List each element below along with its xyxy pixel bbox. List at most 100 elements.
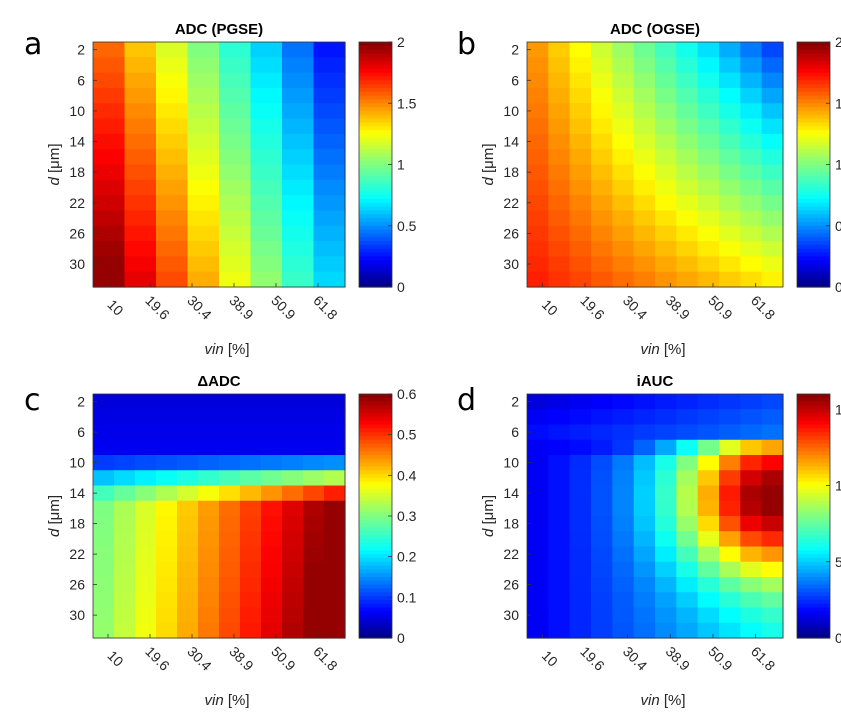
heatmap-cell [676,500,699,517]
heatmap-cell [740,57,763,74]
heatmap-cell [324,592,346,609]
heatmap-cell [114,592,136,609]
colorbar-segment [797,416,830,422]
heatmap-cell [324,424,346,441]
heatmap-cell [156,271,189,288]
heatmap-cell [250,271,283,288]
heatmap-cell [313,179,346,196]
heatmap-cell [591,409,613,426]
heatmap-cell [240,470,262,487]
heatmap-cell [591,103,613,120]
colorbar-segment [359,252,392,257]
heatmap-cell [93,592,115,609]
heatmap-cell [612,455,635,471]
heatmap-cell [591,256,613,273]
heatmap-cell [240,516,262,532]
heatmap-cell [219,271,252,288]
colorbar-segment [797,531,830,536]
colorbar-tick-label: 0 [397,630,405,646]
heatmap-cell [719,103,741,120]
heatmap-cell [697,439,720,456]
heatmap-cell [527,485,549,502]
colorbar-segment [359,615,392,620]
heatmap-cell [219,592,241,609]
colorbar-segment [359,504,392,509]
colorbar-tick-label: 0 [397,279,405,295]
heatmap-cell [655,42,677,58]
panel-letter: a [24,27,42,62]
heatmap-cell [114,577,136,593]
heatmap-cell [187,256,220,273]
colorbar-segment [797,218,830,223]
heatmap-cell [219,42,252,58]
heatmap-cell [676,118,699,135]
heatmap-cell [93,439,115,456]
heatmap-cell [697,103,720,120]
heatmap-cell [569,179,592,196]
y-axis-label: d [μm] [46,495,63,537]
heatmap-cell [569,72,592,89]
heatmap-cell [719,439,741,456]
colorbar-segment [359,241,392,246]
heatmap-cell [676,394,699,410]
heatmap-cell [219,256,252,273]
x-axis-label-var: vin [640,341,659,358]
colorbar-segment [359,603,392,609]
heatmap-cell [740,179,763,196]
colorbar-segment [797,424,830,429]
y-tick-label: 2 [77,394,85,410]
heatmap-cell [135,577,157,593]
heatmap-cell [761,164,784,181]
heatmap-cell [124,72,157,89]
heatmap-cell [740,256,763,273]
heatmap-cell [156,179,189,196]
colorbar-segment [797,577,830,582]
heatmap-cell [548,225,571,242]
colorbar-segment [797,275,830,280]
colorbar-segment [359,237,392,242]
heatmap-cell [240,409,262,426]
heatmap-cell [697,455,720,471]
heatmap-cell [114,531,136,548]
heatmap-cell [303,455,325,471]
heatmap-cell [303,439,325,456]
heatmap-cell [569,394,592,410]
heatmap-cell [697,210,720,227]
heatmap-cell [633,210,656,227]
colorbar-segment [359,153,392,158]
heatmap-cell [282,516,304,532]
colorbar-segment [359,76,392,81]
heatmap-cell [655,133,677,150]
x-axis-label-var: vin [640,692,659,709]
heatmap-cell [719,485,741,502]
colorbar-segment [359,53,392,58]
colorbar-segment [359,195,392,200]
colorbar-segment [797,538,830,544]
heatmap-cell [527,546,549,563]
heatmap-cell [93,57,126,74]
heatmap-cell [591,592,613,609]
heatmap-cell [612,470,635,487]
heatmap-cell [240,607,262,624]
colorbar-segment [797,99,830,104]
heatmap-cell [313,195,346,212]
heatmap-cell [219,394,241,410]
colorbar-segment [797,451,830,456]
x-tick-label: 30.4 [620,292,651,323]
heatmap-cell [676,210,699,227]
colorbar: 0 0. 1 1. 2 [796,34,841,295]
heatmap-cell [527,72,549,89]
heatmap-cell [548,87,571,104]
colorbar-segment [797,428,830,433]
y-tick-label: 14 [69,485,85,501]
x-tick-label: 50.9 [705,643,736,674]
colorbar-segment [797,611,830,616]
heatmap-cell [261,531,283,548]
heatmap-cell [261,470,283,487]
colorbar-segment [797,516,830,521]
heatmap-cell [219,210,252,227]
heatmap-cell [198,394,220,410]
heatmap-cell [633,118,656,135]
heatmap-cell [761,57,784,74]
heatmap-cell [250,87,283,104]
